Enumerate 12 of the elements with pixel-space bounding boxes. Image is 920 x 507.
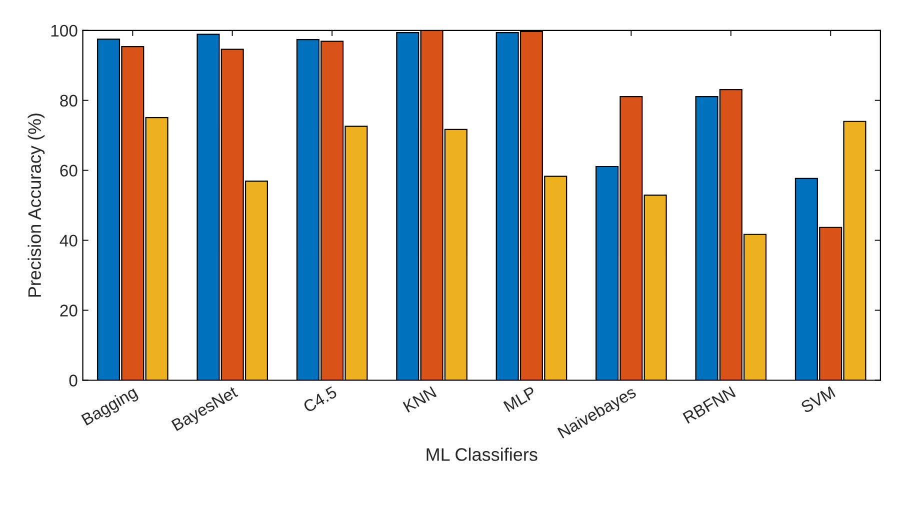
- x-tick-label: MLP: [503, 386, 537, 412]
- x-axis-title: ML Classifiers: [426, 448, 538, 461]
- y-tick-label: 60: [60, 164, 78, 177]
- y-tick-label: 100: [51, 24, 78, 37]
- y-tick-label: 80: [60, 94, 78, 107]
- y-tick-label: 20: [60, 304, 78, 316]
- y-axis-title: Precision Accuracy (%): [28, 114, 45, 297]
- x-tick-label: SVM: [800, 386, 836, 414]
- y-tick-label: 40: [60, 234, 78, 247]
- y-tick-label: 0: [69, 374, 78, 386]
- x-tick-label: C4.5: [302, 386, 338, 413]
- x-tick-label: KNN: [402, 386, 437, 412]
